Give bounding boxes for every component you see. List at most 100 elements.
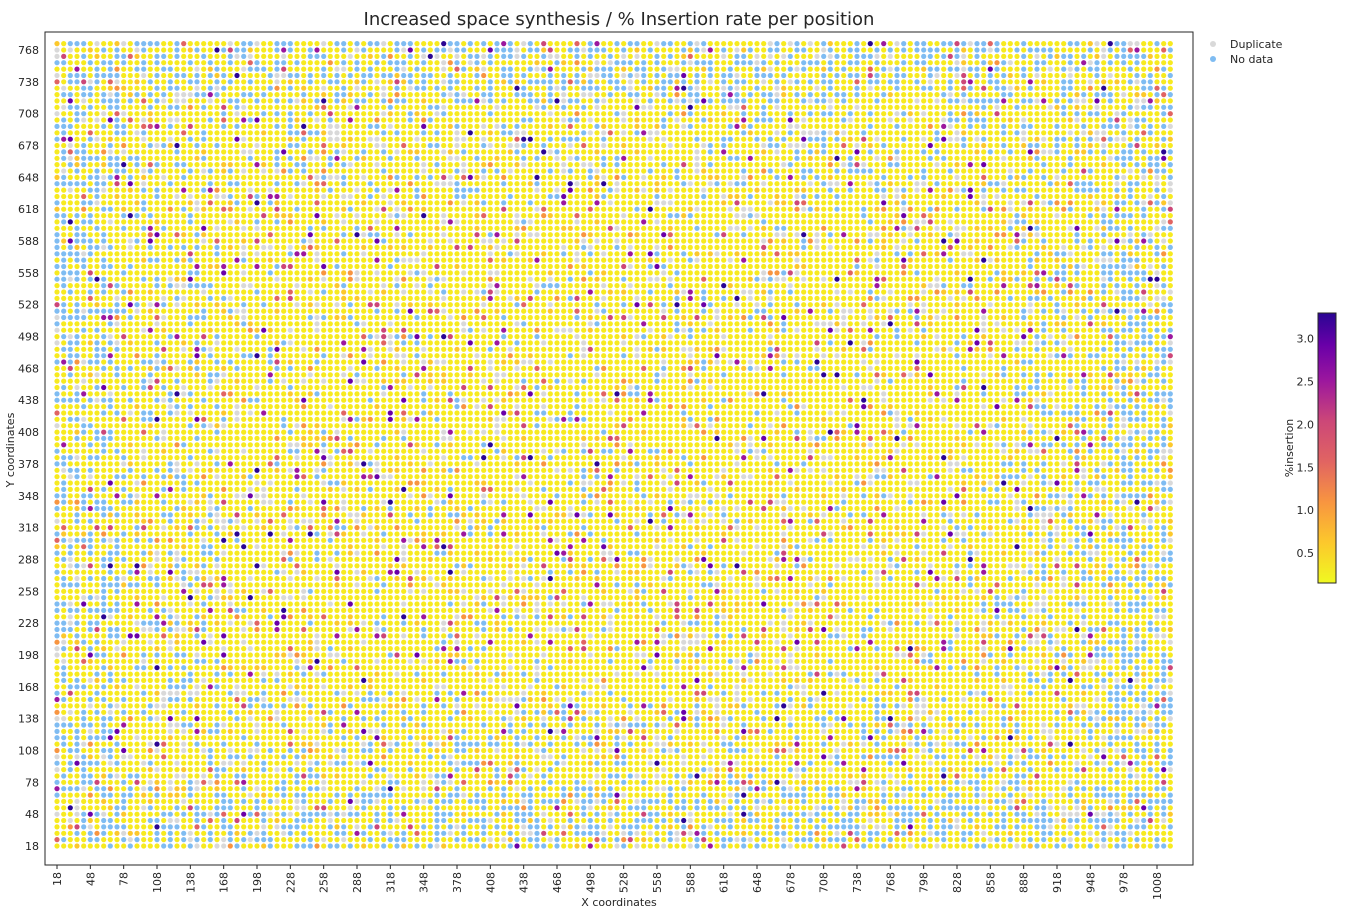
data-point [294,340,300,346]
data-point [174,671,180,677]
data-point [207,786,213,792]
data-point [201,575,207,582]
data-point [127,397,133,403]
data-point [147,397,153,403]
data-point [107,639,113,645]
data-point [234,53,240,60]
data-point [94,283,100,289]
data-point [201,79,207,85]
data-point [247,353,253,359]
data-point [167,716,173,722]
data-point [187,98,193,104]
data-point [207,181,213,187]
data-point [201,754,207,760]
data-point [267,155,273,161]
data-point [267,429,273,435]
data-point [267,843,273,849]
data-point [281,550,287,556]
data-point [261,232,267,238]
data-point [174,372,180,378]
data-point [294,213,300,219]
data-point [221,302,227,308]
data-point [107,779,113,785]
data-point [107,652,113,658]
data-point [74,174,80,180]
data-point [114,760,120,766]
data-point [234,168,240,174]
data-point [247,741,253,747]
data-point [201,384,207,391]
data-point [167,270,173,276]
data-point [247,493,253,499]
data-point [261,512,267,518]
data-point [134,658,140,664]
data-point [127,837,133,843]
data-point [241,397,247,403]
data-point [94,384,100,391]
data-point [114,588,120,594]
data-point [67,85,73,91]
data-point [214,238,220,244]
data-point [234,365,240,371]
data-point [294,435,300,441]
data-point [127,798,133,805]
data-point [141,709,147,715]
data-point [107,384,113,391]
data-point [227,614,233,620]
data-point [274,467,280,473]
data-point [181,302,187,308]
data-point [87,41,93,47]
data-point [307,569,313,575]
data-point [281,404,287,410]
data-point [227,263,233,270]
data-point [201,786,207,792]
data-point [234,206,240,212]
data-point [114,340,120,346]
data-point [67,754,73,760]
data-point [187,614,193,620]
data-point [107,646,113,652]
data-point [114,334,120,340]
data-point [101,149,107,155]
data-point [167,652,173,658]
data-point [114,575,120,582]
data-point [221,295,227,301]
data-point [214,53,220,60]
data-point [101,703,107,709]
data-point [167,588,173,594]
data-point [261,811,267,817]
data-point [194,607,200,614]
data-point [281,652,287,658]
data-point [194,837,200,843]
data-point [167,830,173,836]
data-point [201,792,207,798]
data-point [74,117,80,123]
data-point [207,60,213,66]
data-point [134,760,140,766]
data-point [261,263,267,270]
data-point [61,754,67,760]
data-point [154,404,160,410]
data-point [294,423,300,429]
data-point [201,550,207,556]
data-point [114,263,120,270]
data-point [314,665,320,671]
data-point [107,620,113,626]
data-point [174,410,180,416]
data-point [307,684,313,690]
data-point [147,690,153,696]
data-point [94,111,100,117]
data-point [174,582,180,588]
data-point [301,588,307,594]
data-point [294,544,300,550]
data-point [254,690,260,696]
data-point [241,295,247,301]
data-point [87,684,93,690]
data-point [274,722,280,728]
data-point [207,684,213,690]
data-point [147,365,153,371]
data-point [221,193,227,200]
data-point [54,410,60,416]
data-point [294,372,300,378]
data-point [187,824,193,830]
